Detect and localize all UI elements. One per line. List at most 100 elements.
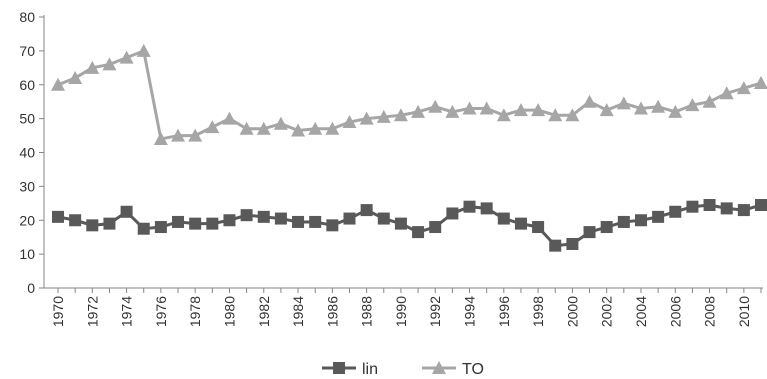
data-point: [633, 101, 648, 115]
data-point: [513, 103, 528, 117]
data-point: [205, 120, 220, 134]
y-tick-label: 10: [19, 246, 35, 262]
x-tick-label: 1994: [462, 296, 478, 327]
data-point: [566, 237, 579, 250]
data-point: [172, 215, 185, 228]
series-lin: [52, 199, 767, 252]
data-point: [565, 108, 580, 122]
data-point: [583, 226, 596, 239]
data-point: [342, 115, 357, 129]
x-tick-label: 1986: [324, 296, 340, 327]
data-point: [412, 226, 425, 239]
data-point: [548, 108, 563, 122]
series-line: [57, 48, 762, 141]
series-layer: [51, 43, 767, 252]
data-point: [85, 60, 100, 74]
data-point: [651, 99, 666, 113]
data-point: [240, 209, 253, 222]
data-point: [153, 131, 168, 145]
data-point: [549, 239, 562, 252]
data-point: [274, 212, 287, 225]
data-point: [257, 210, 270, 223]
x-tick-label: 2006: [667, 296, 683, 327]
data-point: [599, 103, 614, 117]
data-point: [273, 116, 288, 130]
legend-label: lin: [362, 361, 378, 378]
y-tick-label: 80: [19, 9, 35, 25]
legend-marker: [333, 362, 345, 374]
data-point: [102, 57, 117, 71]
y-tick-label: 0: [27, 280, 35, 296]
legend-label: TO: [462, 361, 484, 378]
x-tick-label: 1978: [187, 296, 203, 327]
x-tick-label: 1972: [84, 296, 100, 327]
data-point: [394, 217, 407, 230]
x-tick-label: 2004: [633, 296, 649, 327]
data-point: [428, 99, 443, 113]
data-point: [377, 212, 390, 225]
data-point: [462, 101, 477, 115]
data-point: [737, 204, 750, 217]
data-point: [359, 111, 374, 125]
data-point: [206, 217, 219, 230]
data-point: [497, 212, 510, 225]
data-point: [343, 212, 356, 225]
data-point: [69, 214, 82, 227]
x-tick-label: 1970: [50, 296, 66, 327]
data-point: [702, 94, 717, 108]
x-tick-label: 2010: [736, 296, 752, 327]
x-tick-label: 1998: [530, 296, 546, 327]
data-point: [634, 214, 647, 227]
data-point: [446, 207, 459, 220]
data-point: [308, 121, 323, 135]
x-tick-label: 1980: [221, 296, 237, 327]
data-point: [239, 121, 254, 135]
legend-item-to: TO: [422, 361, 484, 378]
data-point: [154, 221, 167, 234]
data-point: [703, 199, 716, 212]
data-point: [119, 50, 134, 64]
data-point: [668, 104, 683, 118]
x-tick-label: 1992: [427, 296, 443, 327]
x-tick-label: 1976: [153, 296, 169, 327]
data-point: [291, 123, 306, 137]
x-tick-label: 1982: [256, 296, 272, 327]
x-tick-label: 2008: [702, 296, 718, 327]
data-point: [52, 210, 64, 223]
data-point: [256, 121, 271, 135]
data-point: [136, 43, 151, 57]
data-point: [188, 128, 203, 142]
x-tick-label: 2000: [564, 296, 580, 327]
x-tick-label: 1988: [359, 296, 375, 327]
data-point: [479, 101, 494, 115]
data-point: [120, 205, 133, 218]
x-tick-label: 1984: [290, 296, 306, 327]
data-point: [669, 205, 682, 218]
data-point: [496, 108, 511, 122]
axes: [43, 15, 763, 289]
data-point: [326, 219, 339, 232]
data-point: [292, 215, 305, 228]
data-point: [754, 76, 767, 90]
data-point: [51, 77, 65, 91]
data-point: [617, 215, 630, 228]
data-point: [616, 96, 631, 110]
x-tick-label: 1996: [496, 296, 512, 327]
data-point: [68, 70, 83, 84]
data-point: [685, 98, 700, 112]
data-point: [86, 219, 99, 232]
y-tick-label: 70: [19, 43, 35, 59]
series-to: [51, 43, 767, 145]
x-tick-label: 1974: [119, 296, 135, 327]
data-point: [411, 104, 426, 118]
data-point: [463, 200, 476, 213]
legend: lin TO: [322, 361, 484, 378]
y-tick-label: 60: [19, 77, 35, 93]
data-point: [445, 104, 460, 118]
data-point: [360, 204, 373, 217]
data-point: [429, 221, 442, 234]
data-point: [309, 215, 322, 228]
data-point: [514, 217, 527, 230]
y-tick-label: 40: [19, 145, 35, 161]
y-tick-label: 20: [19, 212, 35, 228]
